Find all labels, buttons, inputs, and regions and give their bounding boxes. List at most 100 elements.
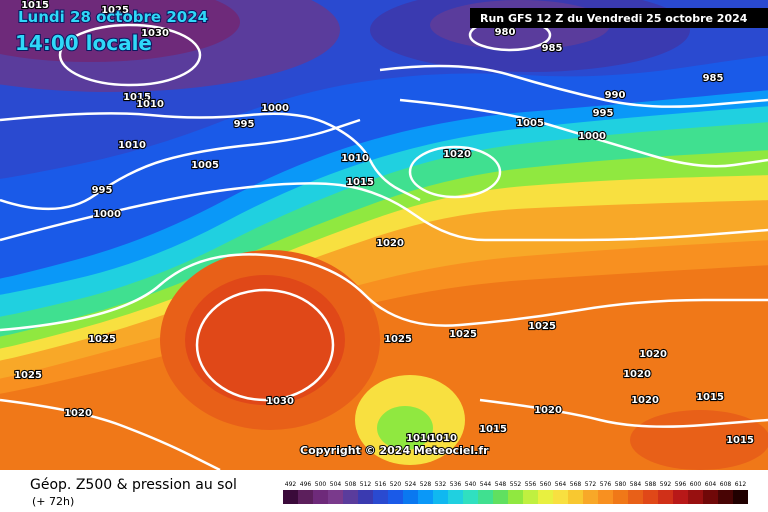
legend-swatch: [463, 490, 478, 504]
legend-label: 608: [720, 481, 732, 488]
legend-label: 612: [735, 481, 747, 488]
isobar-label: 1025: [384, 334, 412, 345]
isobar-label: 995: [92, 185, 113, 196]
legend-swatch: [328, 490, 343, 504]
legend-label: 560: [540, 481, 552, 488]
legend-label: 596: [675, 481, 687, 488]
legend-swatch: [673, 490, 688, 504]
cool-pool: [377, 406, 433, 450]
legend-swatch: [538, 490, 553, 504]
isobar-label: 1025: [14, 370, 42, 381]
legend-label: 580: [615, 481, 627, 488]
legend-label: 528: [420, 481, 432, 488]
legend-swatch: [478, 490, 493, 504]
isobar-label: 990: [605, 90, 626, 101]
legend-label: 564: [555, 481, 567, 488]
isobar-label: 1015: [696, 392, 724, 403]
legend-label: 516: [375, 481, 387, 488]
legend-swatch: [613, 490, 628, 504]
isobar: [0, 182, 768, 242]
isobar-label: 1025: [449, 329, 477, 340]
legend-label: 604: [705, 481, 717, 488]
isobar-label: 1010: [118, 140, 146, 151]
isobar: [0, 118, 361, 211]
isobar: [58, 23, 202, 87]
isobar-label: 1025: [101, 5, 129, 16]
legend-swatch: [508, 490, 523, 504]
legend-swatch: [583, 490, 598, 504]
isobar: [0, 398, 221, 472]
isobar-label: 995: [593, 108, 614, 119]
legend-swatch: [598, 490, 613, 504]
legend-label: 584: [630, 481, 642, 488]
isobar-label: 1015: [479, 424, 507, 435]
isobar-label: 1005: [191, 160, 219, 171]
isobar: [0, 112, 421, 202]
isobar: [399, 98, 768, 168]
legend-label: 572: [585, 481, 597, 488]
isobar-label: 1020: [631, 395, 659, 406]
legend-label: 512: [360, 481, 372, 488]
isobar-label: 1020: [534, 405, 562, 416]
legend-label: 544: [480, 481, 492, 488]
legend-swatch: [493, 490, 508, 504]
legend-label: 592: [660, 481, 672, 488]
isobar-label: 1020: [376, 238, 404, 249]
legend-label: 552: [510, 481, 522, 488]
legend-label: 532: [435, 481, 447, 488]
isobar-label: 1010: [136, 99, 164, 110]
isobar-label: 1015: [21, 0, 49, 11]
legend-label: 496: [300, 481, 312, 488]
isobar: [408, 145, 502, 199]
legend-swatch: [388, 490, 403, 504]
run-text: Run GFS 12 Z du Vendredi 25 octobre 2024: [480, 12, 748, 25]
date-text: Lundi 28 octobre 2024: [18, 8, 208, 26]
isobar-label: 1015: [726, 435, 754, 446]
legend-swatch: [718, 490, 733, 504]
legend-label: 540: [465, 481, 477, 488]
legend-label: 492: [285, 481, 297, 488]
isobar-label: 1010: [341, 153, 369, 164]
isobar: [0, 253, 768, 332]
legend-swatch: [568, 490, 583, 504]
isobar-label: 1020: [443, 149, 471, 160]
isobar-label: 1000: [261, 103, 289, 114]
legend-label: 508: [345, 481, 357, 488]
isobar-label: 1015: [346, 177, 374, 188]
legend-label: 500: [315, 481, 327, 488]
legend-swatch: [358, 490, 373, 504]
isobar-label: 1025: [88, 334, 116, 345]
isobar-label: 1030: [141, 28, 169, 39]
legend-swatch: [628, 490, 643, 504]
legend-swatch: [298, 490, 313, 504]
legend-swatch: [688, 490, 703, 504]
footer-title: Géop. Z500 & pression au sol: [30, 477, 237, 493]
legend-label: 600: [690, 481, 702, 488]
time-text: 14:00 locale: [15, 31, 152, 55]
legend-swatch: [553, 490, 568, 504]
isobar-label: 985: [542, 43, 563, 54]
isobar-label: 1000: [93, 209, 121, 220]
legend-label: 568: [570, 481, 582, 488]
warm-core: [185, 275, 345, 405]
legend-swatch: [643, 490, 658, 504]
isobars: [0, 18, 768, 472]
legend-label: 556: [525, 481, 537, 488]
isobar-label: 1020: [639, 349, 667, 360]
isobar: [479, 398, 768, 428]
isobar-label: 1020: [64, 408, 92, 419]
legend-swatch: [343, 490, 358, 504]
legend-label: 524: [405, 481, 417, 488]
legend-swatch: [733, 490, 748, 504]
legend-swatch: [283, 490, 298, 504]
legend-swatch: [703, 490, 718, 504]
isobar-label: 1030: [266, 396, 294, 407]
warm-core: [630, 410, 768, 470]
legend-swatch: [313, 490, 328, 504]
legend-label: 576: [600, 481, 612, 488]
legend-label: 548: [495, 481, 507, 488]
legend-swatch: [448, 490, 463, 504]
isobar-label: 1010: [429, 433, 457, 444]
legend: 492 496 500 504 508 512 516 520 524 528 532 536 540 5…: [283, 481, 748, 504]
